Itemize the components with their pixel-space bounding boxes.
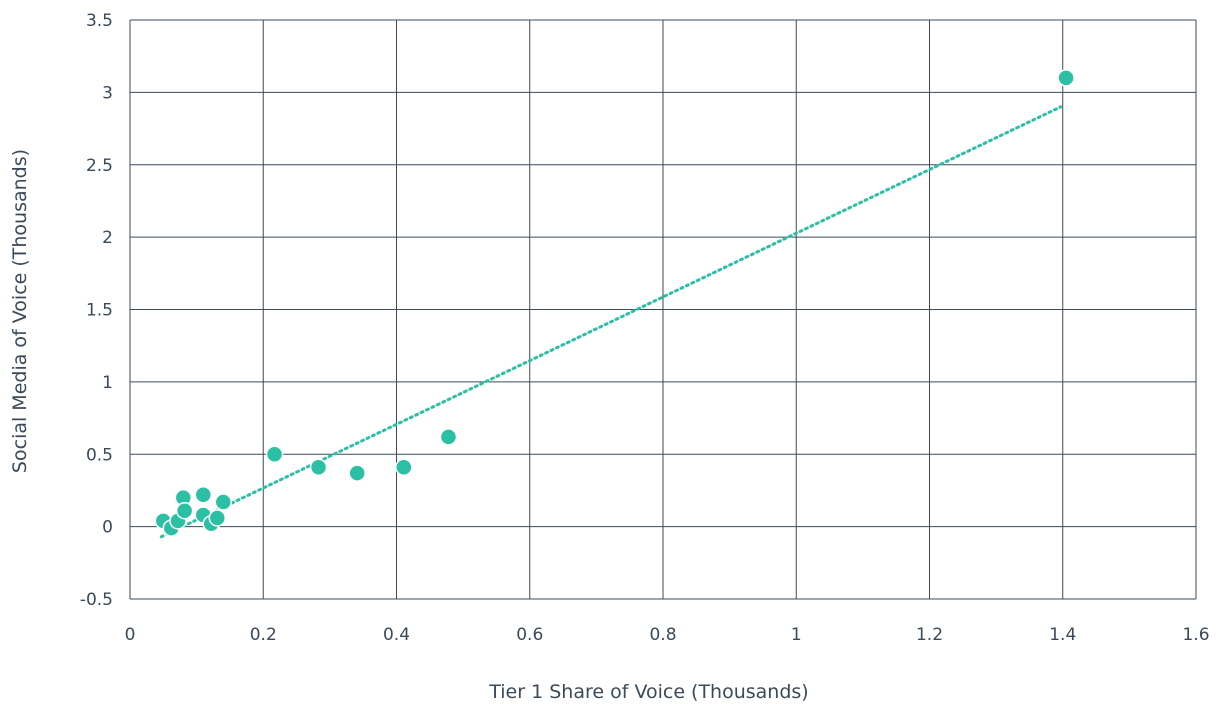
y-axis-title: Social Media of Voice (Thousands) xyxy=(9,149,31,473)
x-axis-ticks: 0 0.2 0.4 0.6 0.8 1 1.2 1.4 1.6 xyxy=(125,625,1210,645)
x-tick-label: 0.6 xyxy=(516,625,543,645)
x-tick-label: 0.4 xyxy=(383,625,410,645)
data-point xyxy=(208,509,227,527)
grid xyxy=(129,19,1197,600)
x-tick-label: 1.6 xyxy=(1182,625,1209,645)
y-tick-label: -0.5 xyxy=(80,590,113,610)
data-point xyxy=(348,464,366,482)
x-axis-title: Tier 1 Share of Voice (Thousands) xyxy=(488,681,808,703)
data-point xyxy=(214,493,233,511)
data-point xyxy=(309,458,328,477)
y-tick-label: 1.5 xyxy=(86,301,113,321)
y-tick-label: 0.5 xyxy=(86,445,113,465)
trendline xyxy=(159,105,1063,539)
data-point xyxy=(175,501,194,520)
y-tick-label: 3.5 xyxy=(86,11,113,31)
y-tick-label: 1 xyxy=(102,373,113,393)
x-tick-label: 1 xyxy=(791,625,802,645)
x-tick-label: 1.2 xyxy=(916,625,943,645)
x-tick-label: 0 xyxy=(125,625,136,645)
data-point xyxy=(439,428,458,446)
data-points xyxy=(154,69,1075,537)
y-tick-label: 2.5 xyxy=(86,156,113,176)
x-tick-label: 0.8 xyxy=(649,625,676,645)
x-tick-label: 1.4 xyxy=(1049,625,1076,645)
data-point xyxy=(194,486,213,504)
y-tick-label: 0 xyxy=(102,518,113,538)
y-axis-ticks: -0.5 0 0.5 1 1.5 2 2.5 3 3.5 xyxy=(80,11,113,610)
y-tick-label: 2 xyxy=(102,228,113,248)
data-point xyxy=(1057,69,1075,87)
y-tick-label: 3 xyxy=(102,83,113,103)
trendline-layer xyxy=(159,105,1063,539)
data-point xyxy=(395,458,413,477)
x-tick-label: 0.2 xyxy=(250,625,277,645)
data-point xyxy=(265,445,284,463)
